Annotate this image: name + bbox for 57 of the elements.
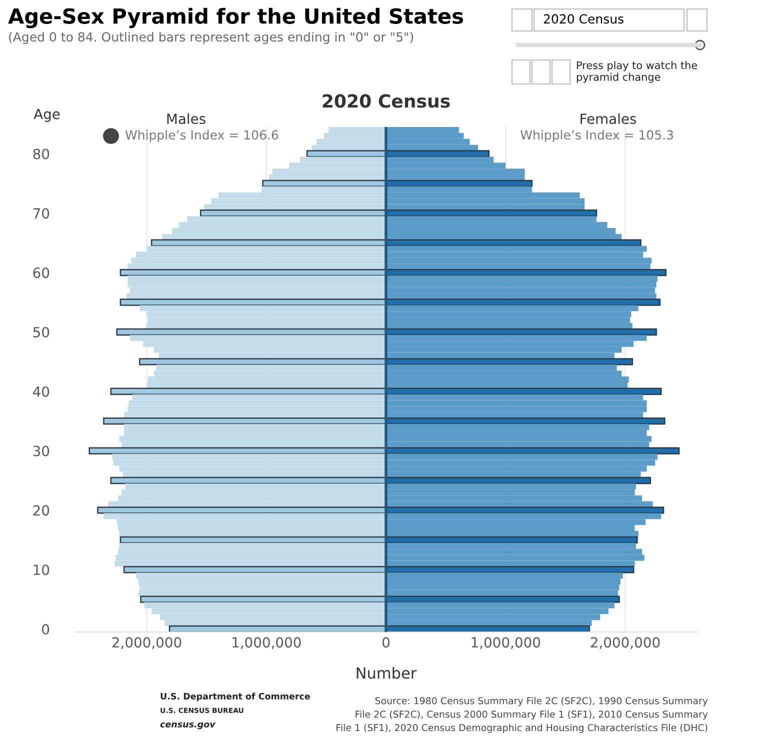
bar [88,447,387,454]
bar [123,566,387,574]
text: Females [580,113,636,124]
bar [385,328,657,336]
bar [110,388,387,395]
bar [97,506,387,514]
y-tick-label: 40 [33,386,50,397]
x-tick-label: 2,000,000 [112,637,182,650]
bar [110,476,387,484]
text: 2020 Census [544,14,624,24]
bar [385,566,634,574]
bar [385,476,651,484]
text: Males [167,113,206,124]
x-tick-label: 2,000,000 [590,637,660,650]
bar [385,239,642,246]
x-tick-label: 0 [382,637,390,648]
y-tick-label: 20 [33,505,50,516]
bar [168,625,387,632]
bar [385,388,662,395]
chart-title: 2020 Census [322,94,450,108]
bar [385,625,590,632]
bar [385,268,667,276]
bar [385,298,661,306]
text: Press play to watch the pyramid change [576,61,698,83]
y-tick-label: 80 [33,148,50,160]
bar [385,417,666,425]
x-tick-label: 1,000,000 [232,637,301,650]
y-tick-label: 60 [33,268,50,278]
y-tick-label: 0 [42,624,50,635]
text: census.gov [160,722,216,730]
bar [385,210,598,217]
bar [116,328,387,336]
text: U.S. Department of Commerce [160,692,310,702]
y-axis-title: Age [34,108,60,122]
x-axis-title: Number [356,666,417,679]
y-tick-label: 30 [33,446,50,456]
annotation: Whipple’s Index = 106.6 [125,130,278,142]
annotation: Whipple’s Index = 105.3 [520,130,673,142]
bar [385,536,638,544]
bar [150,239,387,246]
bar [385,596,620,603]
y-tick-label: 10 [34,564,50,576]
bar [385,506,664,514]
bar [138,358,387,366]
bar [120,268,387,276]
text: (Aged 0 to 84. Outlined bars represent ages ending in "0" or "5") [9,32,414,44]
bar [385,358,634,366]
bar [103,417,387,425]
bar [385,447,680,454]
y-tick-label: 70 [33,208,50,219]
bar [120,298,387,306]
y-tick-label: 50 [33,326,50,338]
text: Age-Sex Pyramid for the United States [8,8,463,28]
bar [120,536,387,544]
x-tick-label: 1,000,000 [472,637,540,650]
source-note: Source: 1980 Census Summary File 2C (SF2C), 1990 Census Summary File 2C (SF2C), Census 2000 Summary File 1 (SF1), 2010 Census Summary File 1 (SF1), 2020 Census Demographic and Housing Characteristics File (DHC) [336,696,708,734]
bar [140,596,387,603]
